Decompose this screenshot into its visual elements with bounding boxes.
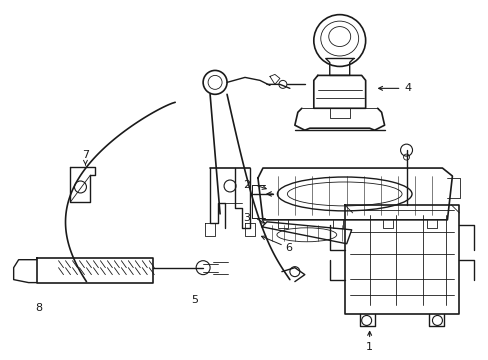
Text: 3: 3 (243, 213, 249, 223)
Text: 5: 5 (191, 294, 198, 305)
Text: 8: 8 (35, 302, 42, 312)
Text: 1: 1 (366, 342, 372, 352)
Text: 2: 2 (243, 180, 249, 190)
Text: 7: 7 (81, 150, 89, 160)
Text: 6: 6 (285, 243, 291, 253)
Text: 4: 4 (404, 84, 411, 93)
Ellipse shape (313, 15, 365, 67)
